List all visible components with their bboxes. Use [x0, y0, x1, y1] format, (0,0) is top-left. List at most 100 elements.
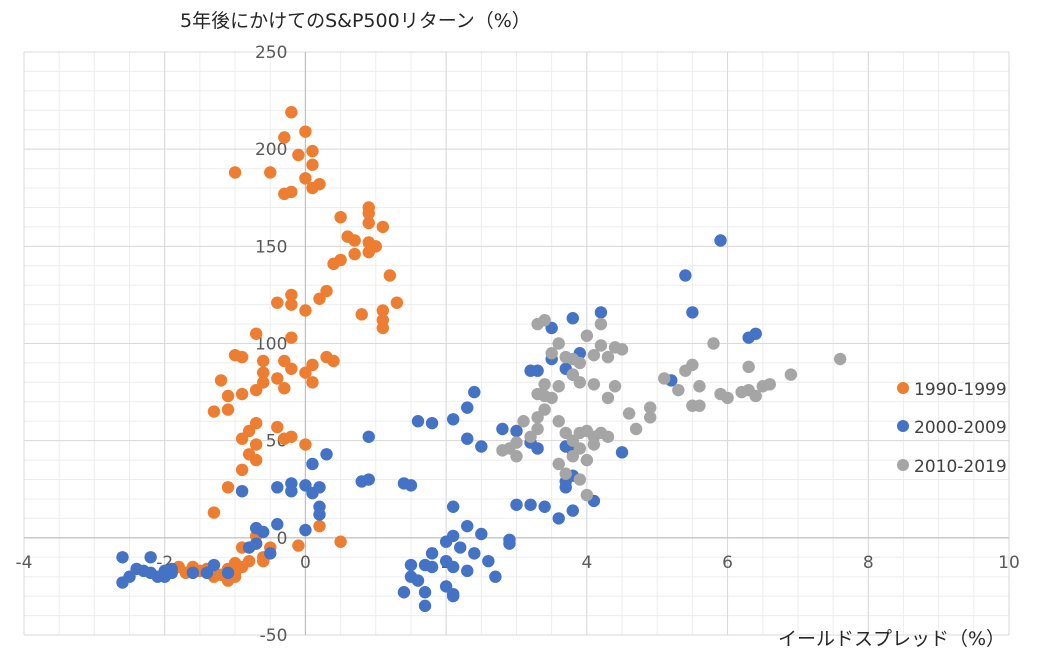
data-point	[538, 500, 551, 513]
data-point	[454, 541, 467, 554]
data-point	[292, 539, 305, 552]
data-point	[285, 106, 298, 119]
data-point	[587, 438, 601, 451]
data-point	[271, 518, 284, 531]
data-point	[672, 383, 685, 397]
x-tick-label: 6	[722, 553, 733, 573]
data-point	[306, 376, 319, 389]
data-point	[524, 498, 537, 511]
data-point	[679, 269, 692, 282]
data-point	[580, 453, 594, 467]
axes	[24, 52, 1009, 635]
data-point	[411, 574, 425, 587]
data-point	[735, 385, 748, 399]
data-point	[608, 380, 622, 393]
data-point	[404, 558, 418, 572]
data-point	[327, 354, 340, 368]
series-2010-2019	[496, 313, 847, 502]
data-point	[278, 381, 291, 395]
data-point	[686, 399, 699, 412]
y-tick-label: 200	[255, 140, 287, 160]
series-2000-2009	[116, 234, 762, 613]
data-point	[144, 551, 157, 564]
data-point	[271, 372, 284, 385]
data-point	[411, 415, 425, 428]
data-point	[545, 347, 558, 360]
data-point	[362, 207, 375, 220]
data-point	[580, 329, 594, 342]
data-point	[510, 450, 523, 463]
data-point	[552, 337, 565, 350]
data-point	[742, 360, 755, 374]
x-tick-label: 0	[300, 553, 311, 573]
data-point	[531, 442, 544, 455]
data-point	[320, 448, 333, 461]
legend: 1990-1999 2000-2009 2010-2019	[897, 380, 1007, 477]
data-point	[468, 385, 481, 399]
data-point	[348, 234, 361, 247]
data-point	[552, 457, 565, 471]
data-point	[249, 383, 263, 397]
data-point	[475, 527, 488, 541]
data-point	[221, 403, 235, 416]
x-tick-label: 8	[863, 553, 874, 573]
data-point	[714, 234, 727, 247]
data-point	[475, 440, 488, 453]
data-point	[362, 245, 375, 259]
data-point	[756, 380, 769, 393]
data-point	[594, 306, 608, 319]
data-point	[264, 547, 277, 560]
legend-label-2010-2019: 2010-2019	[914, 457, 1007, 477]
data-point	[207, 405, 221, 418]
data-point	[235, 463, 249, 477]
data-point	[707, 337, 720, 350]
data-point	[327, 257, 340, 271]
data-point	[566, 504, 579, 517]
data-point	[397, 586, 411, 599]
data-point	[566, 450, 579, 463]
data-point	[306, 144, 319, 158]
data-point	[742, 331, 755, 344]
legend-marker-1990-1999	[897, 382, 909, 394]
data-point	[186, 566, 200, 580]
data-point	[313, 519, 326, 533]
data-point	[257, 525, 270, 539]
data-point	[693, 380, 706, 393]
data-point	[362, 430, 375, 443]
data-point	[221, 389, 235, 403]
data-point	[299, 172, 312, 185]
data-point	[271, 481, 284, 494]
data-point	[524, 430, 537, 443]
series-1990-1999	[172, 106, 404, 587]
data-point	[496, 422, 509, 436]
data-point	[425, 416, 439, 430]
data-point	[461, 432, 474, 445]
data-point	[531, 387, 544, 401]
data-point	[496, 444, 509, 457]
data-point	[594, 317, 608, 331]
data-point	[278, 131, 291, 144]
data-point	[538, 378, 551, 391]
data-point	[235, 350, 249, 364]
data-point	[833, 352, 847, 366]
data-point	[306, 158, 319, 171]
data-point	[334, 535, 347, 548]
data-point	[580, 488, 594, 502]
data-point	[446, 589, 460, 603]
data-points	[116, 106, 847, 613]
data-point	[278, 187, 291, 201]
x-tick-label: -4	[16, 553, 33, 573]
data-point	[376, 220, 390, 234]
data-point	[446, 500, 460, 513]
data-point	[362, 216, 375, 230]
data-point	[517, 415, 530, 428]
data-point	[200, 566, 214, 580]
data-point	[235, 387, 249, 401]
data-point	[784, 368, 798, 381]
data-point	[285, 331, 298, 344]
data-point	[425, 547, 439, 560]
data-point	[524, 364, 537, 377]
x-axis-title: イールドスプレッド（%）	[778, 628, 1005, 650]
